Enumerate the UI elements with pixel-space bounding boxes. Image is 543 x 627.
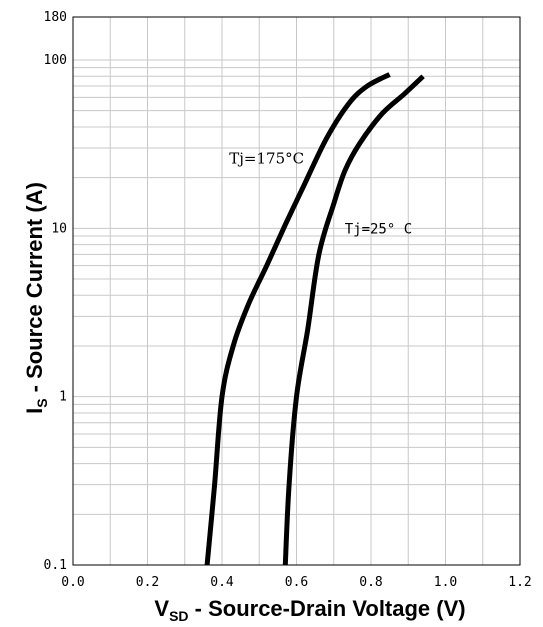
y-tick-label: 100	[44, 53, 67, 68]
x-tick-label: 0.8	[359, 575, 382, 590]
series-curve-tj175	[204, 72, 391, 566]
y-tick-label: 1	[59, 390, 67, 405]
grid	[73, 17, 520, 565]
x-tick-label: 1.2	[508, 575, 531, 590]
y-tick-label: 180	[44, 10, 67, 25]
y-tick-label: 0.1	[44, 558, 67, 573]
y-tick-label: 10	[51, 221, 67, 236]
x-axis-title: VSD - Source-Drain Voltage (V)	[154, 596, 465, 624]
x-tick-label: 0.2	[136, 575, 159, 590]
x-tick-label: 0.6	[285, 575, 308, 590]
plot-frame	[72, 16, 521, 566]
series-curve-tj25	[282, 74, 425, 566]
tick-labels: 0.1 1 10 100 180 0.0 0.2 0.4 0.6 0.8 1.0 1.2	[44, 10, 532, 590]
x-tick-label: 0.0	[61, 575, 84, 590]
x-tick-label: 0.4	[210, 575, 234, 590]
y-axis-title: IS - Source Current (A)	[22, 182, 50, 414]
x-tick-label: 1.0	[434, 575, 457, 590]
series-annotation: Tj=25° C	[345, 221, 412, 237]
curves	[204, 72, 425, 566]
annotations: Tj=175°C Tj=25° C	[229, 149, 412, 237]
series-annotation: Tj=175°C	[229, 149, 304, 167]
